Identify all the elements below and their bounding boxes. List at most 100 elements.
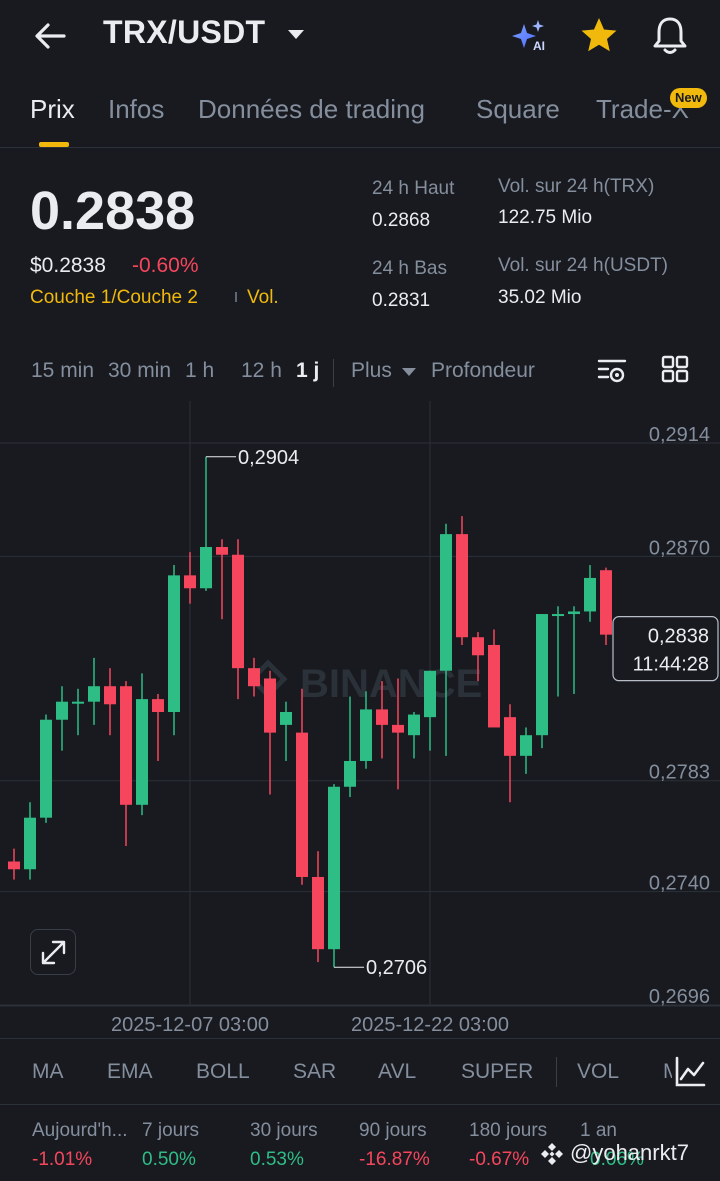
chart-settings-icon[interactable] (596, 354, 628, 386)
tab-infos[interactable]: Infos (108, 94, 165, 124)
divider (0, 1038, 720, 1039)
perf-today-label: Aujourd'h... (32, 1120, 128, 1141)
candle-down (232, 554, 244, 669)
timeframe-15min[interactable]: 15 min (31, 359, 95, 382)
timeframe-1h[interactable]: 1 h (185, 359, 215, 382)
y-axis-tick: 0,2740 (649, 873, 710, 895)
candle-down (248, 668, 260, 687)
timeframe-12h[interactable]: 12 h (241, 359, 282, 382)
chart-canvas: BINANCE 0,2914 0,2870 0,2783 0,2740 0,2696 20… (0, 401, 720, 1036)
perf-90d-value: -16.87% (359, 1149, 430, 1170)
candle-up (552, 614, 564, 617)
tab-trading-data[interactable]: Données de trading (198, 94, 425, 124)
timeframe-30min[interactable]: 30 min (108, 359, 172, 382)
bell-notification-icon[interactable] (650, 14, 690, 56)
timeframe-bar: 15 min 30 min 1 h 12 h 1 j Plus Profonde… (0, 350, 720, 394)
indicator-boll[interactable]: BOLL (196, 1060, 250, 1083)
candle-up (568, 611, 580, 615)
candle-down (120, 686, 132, 805)
y-axis-tick: 0,2783 (649, 762, 710, 784)
candle-down (296, 732, 308, 877)
star-favorite-icon[interactable] (580, 16, 618, 54)
divider (0, 147, 720, 148)
candle-up (56, 701, 68, 720)
high-24h-label: 24 h Haut (372, 178, 455, 199)
perf-1y-label: 1 an (580, 1120, 617, 1141)
price-change-percent: -0.60% (132, 254, 199, 277)
candle-up (200, 547, 212, 589)
chevron-down-icon[interactable] (288, 30, 304, 39)
tab-prix[interactable]: Prix (30, 94, 75, 124)
new-badge: New (670, 88, 707, 108)
x-axis-tick: 2025-12-22 03:00 (351, 1014, 509, 1036)
candle-up (344, 760, 356, 787)
candle-up (360, 709, 372, 761)
candle-up (88, 686, 100, 702)
y-axis-tick: 0,2870 (649, 537, 710, 559)
category-tag-link[interactable]: Couche 1/Couche 2 (30, 287, 198, 308)
tab-square[interactable]: Square (476, 94, 560, 124)
perf-30d-label: 30 jours (250, 1120, 318, 1141)
perf-30d-value: 0.53% (250, 1149, 304, 1170)
vol-quote-label: Vol. sur 24 h(USDT) (498, 255, 668, 276)
candle-down (600, 570, 612, 635)
divider (556, 1057, 557, 1087)
indicator-macd[interactable]: MACD (663, 1060, 672, 1083)
perf-180d-value: -0.67% (469, 1149, 530, 1170)
candle-up (280, 712, 292, 725)
candle-up (536, 614, 548, 736)
candle-countdown: 11:44:28 (633, 654, 709, 676)
timeframe-more[interactable]: Plus (351, 359, 392, 382)
x-axis-tick: 2025-12-07 03:00 (111, 1014, 269, 1036)
perf-90d-label: 90 jours (359, 1120, 427, 1141)
depth-tab[interactable]: Profondeur (431, 359, 535, 382)
candle-down (488, 644, 500, 728)
layout-grid-icon[interactable] (660, 354, 690, 384)
vol-quote-value: 35.02 Mio (498, 287, 582, 308)
vol-base-value: 122.75 Mio (498, 207, 593, 228)
fullscreen-button[interactable] (30, 929, 76, 975)
chart-labels: 0,2914 0,2870 0,2783 0,2740 0,2696 2025-12-07… (111, 424, 719, 1036)
chevron-down-icon[interactable] (402, 368, 416, 376)
candle-down (104, 686, 116, 705)
perf-today-value: -1.01% (32, 1149, 93, 1170)
candle-down (8, 861, 20, 870)
y-axis-tick: 0,2696 (649, 986, 710, 1008)
back-arrow-icon[interactable] (28, 16, 72, 56)
last-price: 0.2838 (30, 181, 196, 241)
candle-up (168, 575, 180, 712)
user-watermark: @yohanrkt7 (538, 1140, 689, 1168)
candle-up (40, 719, 52, 818)
low-annotation: 0,2706 (366, 957, 427, 979)
indicator-vol[interactable]: VOL (577, 1060, 620, 1083)
candle-up (424, 670, 436, 718)
ai-sparkle-icon[interactable]: AI (510, 18, 550, 54)
line-chart-draw-icon[interactable] (672, 1054, 708, 1090)
candle-down (312, 876, 324, 950)
candle-down (264, 678, 276, 733)
candles (8, 456, 612, 968)
perf-180d-label: 180 jours (469, 1120, 548, 1141)
pair-selector[interactable]: TRX/USDT (103, 14, 266, 50)
indicator-super[interactable]: SUPER (461, 1060, 534, 1083)
indicator-sar[interactable]: SAR (293, 1060, 337, 1083)
volume-tag-link[interactable]: Vol. (247, 287, 279, 308)
candle-down (456, 534, 468, 638)
indicator-avl[interactable]: AVL (378, 1060, 417, 1083)
indicator-ema[interactable]: EMA (107, 1060, 153, 1083)
tab-bar: Prix Infos Données de trading Square Tra… (0, 80, 720, 148)
y-axis-tick: 0,2914 (649, 424, 710, 446)
candle-down (376, 709, 388, 725)
candle-down (472, 637, 484, 656)
candle-up (584, 577, 596, 612)
timeframe-1d[interactable]: 1 j (296, 359, 320, 382)
candle-down (184, 575, 196, 589)
price-usd: $0.2838 (30, 254, 106, 277)
candle-up (24, 817, 36, 870)
current-price-box (612, 616, 719, 682)
vol-base-label: Vol. sur 24 h(TRX) (498, 176, 655, 197)
low-24h-value: 0.2831 (372, 290, 431, 311)
candle-up (520, 735, 532, 756)
candlestick-chart[interactable]: BINANCE 0,2914 0,2870 0,2783 0,2740 0,2696 20… (0, 401, 720, 1038)
indicator-ma[interactable]: MA (32, 1060, 64, 1083)
